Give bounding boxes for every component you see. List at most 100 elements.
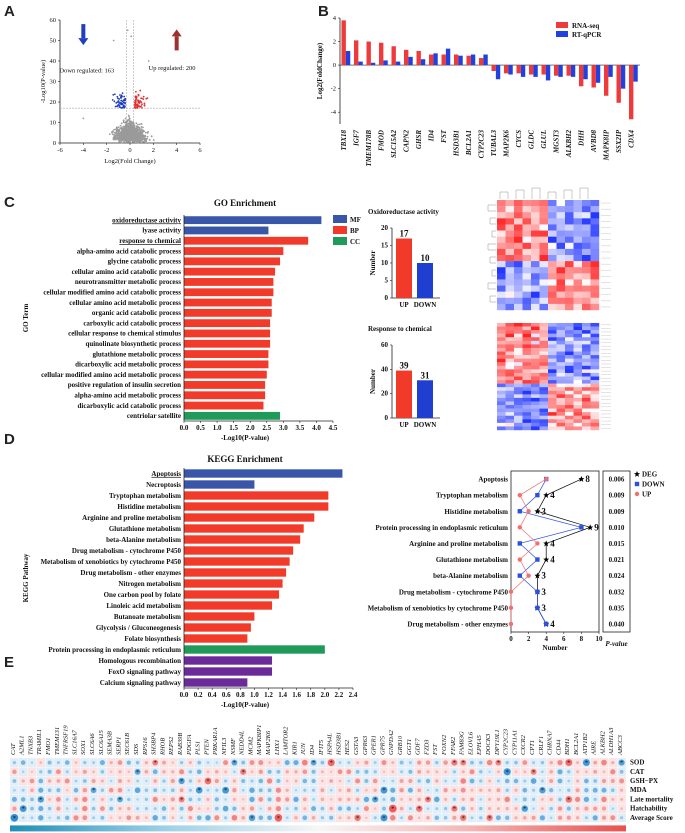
heatmap-cell	[582, 200, 591, 207]
correlation-circle	[347, 761, 351, 765]
y-tick-label: 20	[381, 390, 389, 398]
correlation-circle	[82, 815, 88, 821]
correlation-circle	[584, 806, 589, 811]
correlation-circle	[382, 770, 386, 774]
volcano-point	[129, 141, 131, 144]
correlation-circle	[576, 770, 580, 774]
correlation-circle	[21, 816, 25, 820]
correlation-circle	[99, 760, 105, 766]
heatmap-cell	[548, 333, 557, 338]
correlation-circle	[162, 779, 166, 783]
category-label: positive regulation of insulin secretion	[68, 381, 181, 389]
heatmap-cell	[573, 365, 583, 370]
correlation-circle	[470, 816, 474, 820]
x-tick-label: 1.6	[292, 691, 301, 699]
heatmap-cell	[582, 362, 591, 366]
correlation-circle	[426, 815, 430, 820]
category-label: MGST3	[552, 130, 560, 154]
volcano-point	[133, 134, 135, 136]
heatmap-cell	[582, 387, 591, 391]
heatmap-cell	[590, 285, 600, 292]
heatmap-cell	[531, 372, 540, 377]
heatmap-cell	[497, 397, 506, 402]
correlation-circle	[619, 778, 625, 784]
correlation-circle	[55, 769, 61, 775]
correlation-circle	[152, 769, 158, 775]
x-tick-label: UP	[399, 301, 409, 309]
heatmap-cell	[531, 267, 540, 274]
heatmap-cell	[531, 323, 540, 327]
heatmap-cell	[497, 355, 506, 359]
correlation-circle	[92, 798, 95, 801]
correlation-circle	[611, 760, 615, 765]
legend-marker	[634, 491, 640, 497]
correlation-circle	[179, 760, 184, 765]
volcano-point	[143, 102, 146, 105]
bar-metabolism-of-xenobiotics-by-cytochrome-p450	[184, 557, 290, 566]
bar-response-to-chemical	[184, 236, 309, 245]
x-tick-label: UP	[399, 421, 409, 429]
category-label: Protein processing in endoplasmic reticu…	[48, 646, 181, 654]
correlation-circle	[294, 788, 298, 792]
heatmap-cell	[556, 401, 566, 406]
data-label: 4	[550, 619, 555, 629]
volcano-point	[135, 106, 138, 109]
column-label: HSPA4L	[327, 733, 334, 756]
column-label: CD44	[555, 739, 562, 755]
column-label: TMEM131	[54, 727, 61, 755]
heatmap-cell	[548, 323, 557, 327]
heatmap-cell	[522, 218, 532, 225]
correlation-circle	[231, 759, 238, 766]
heatmap-cell	[548, 285, 557, 292]
correlation-circle	[469, 769, 475, 775]
volcano-point	[134, 103, 137, 106]
volcano-point	[120, 99, 123, 102]
correlation-circle	[488, 807, 492, 811]
correlation-circle	[285, 797, 290, 802]
correlation-circle	[320, 816, 325, 820]
correlation-circle	[408, 761, 412, 765]
heatmap-cell	[582, 273, 591, 280]
correlation-circle	[602, 770, 606, 774]
correlation-circle	[302, 815, 308, 821]
row-label: Late mortality	[630, 795, 674, 803]
bar-dicarboxylic-acid-catabolic-process	[184, 401, 264, 410]
correlation-circle	[373, 788, 377, 792]
heatmap-cell	[548, 365, 557, 370]
heatmap-cell	[505, 273, 515, 280]
volcano-point	[136, 131, 139, 134]
heatmap-cell	[531, 236, 540, 243]
correlation-circle	[399, 760, 404, 765]
correlation-circle	[354, 814, 361, 821]
correlation-circle	[426, 770, 430, 774]
volcano-point	[138, 135, 141, 138]
correlation-circle	[249, 796, 255, 803]
column-label: FAM83G	[459, 731, 466, 756]
bar-rna-seq-gldc	[529, 65, 534, 75]
correlation-circle	[539, 815, 546, 821]
correlation-circle	[145, 816, 148, 820]
correlation-circle	[540, 797, 544, 801]
significance-mark: *	[506, 769, 509, 776]
bar-rt-qpcr-mapk8ip	[608, 65, 613, 77]
heatmap-cell	[497, 387, 506, 391]
heatmap-cell	[548, 273, 557, 280]
column-label: TNFRSF19	[63, 725, 70, 755]
heatmap-cell	[556, 408, 566, 413]
correlation-circle	[47, 760, 52, 765]
correlation-circle	[530, 768, 537, 775]
heatmap-cell	[590, 291, 600, 298]
correlation-circle	[285, 807, 289, 811]
heatmap-cell	[556, 362, 566, 366]
heatmap-cell	[582, 248, 591, 256]
correlation-circle	[399, 787, 404, 793]
correlation-circle	[566, 806, 571, 811]
heatmap-cell	[539, 279, 549, 286]
heatmap-cell	[556, 267, 566, 274]
category-label: cellular response to chemical stimulus	[68, 330, 181, 338]
heatmap-cell	[522, 212, 532, 219]
heatmap-cell	[497, 242, 506, 250]
heatmap-cell	[590, 224, 600, 231]
heatmap-cell	[565, 261, 574, 268]
